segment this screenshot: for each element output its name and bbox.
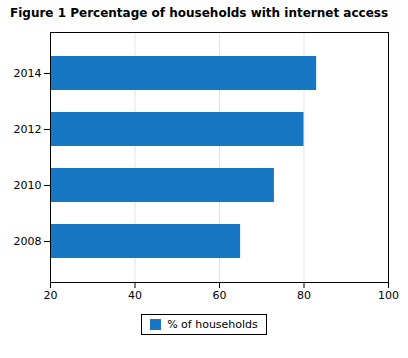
- svg-text:2010: 2010: [14, 179, 42, 192]
- svg-text:40: 40: [128, 289, 142, 302]
- html-text:% of households: % of households: [167, 318, 258, 331]
- svg-text:80: 80: [297, 289, 311, 302]
- html-text:Figure 1 Percentage of househo: Figure 1 Percentage of households with i…: [10, 6, 389, 20]
- svg-text:2014: 2014: [14, 67, 42, 80]
- svg-text:60: 60: [213, 289, 227, 302]
- svg-text:100: 100: [378, 289, 399, 302]
- svg-text:20: 20: [44, 289, 58, 302]
- svg-text:2012: 2012: [14, 123, 42, 136]
- svg-text:2008: 2008: [14, 235, 42, 248]
